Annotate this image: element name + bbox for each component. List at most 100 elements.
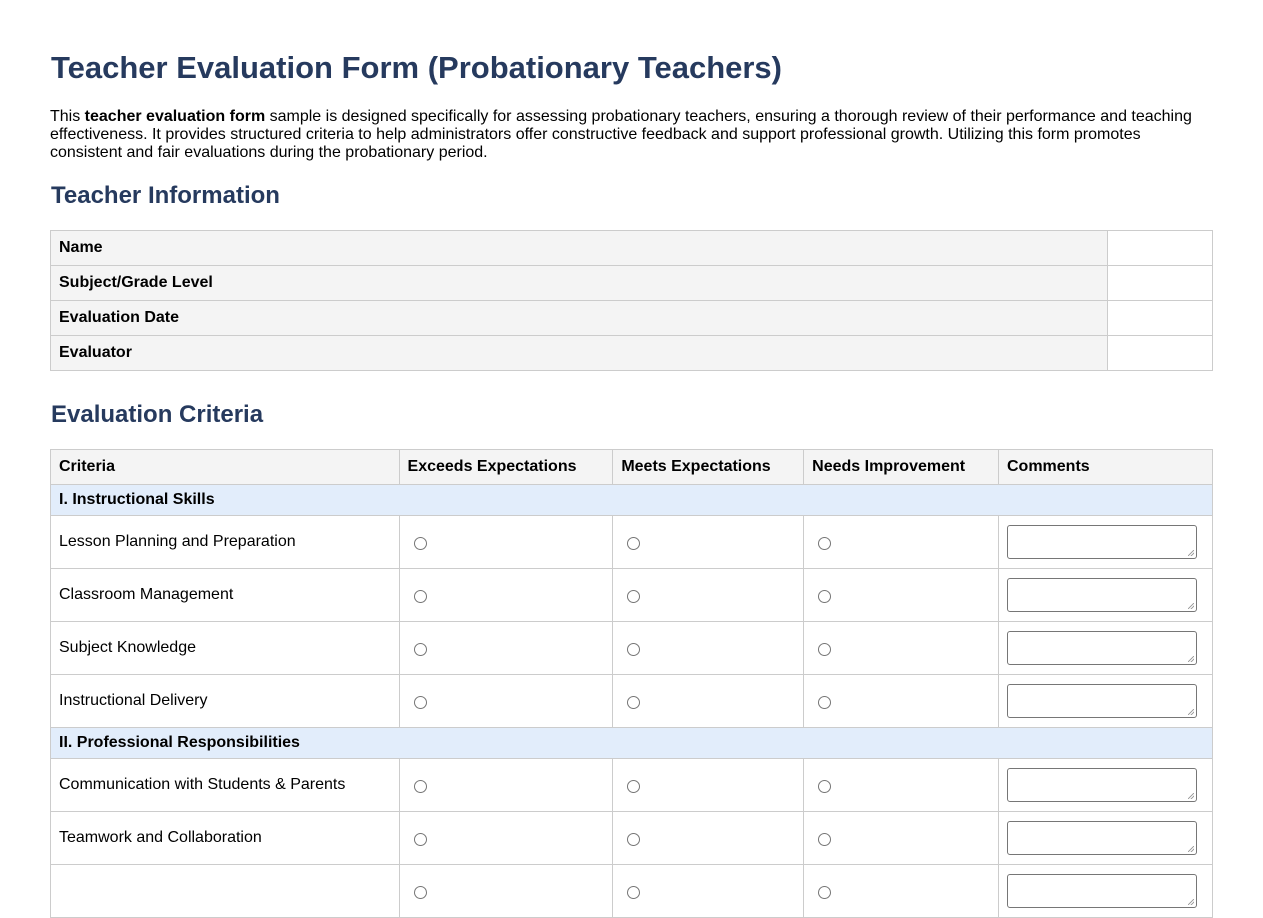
info-value-cell[interactable] xyxy=(1107,230,1213,266)
criteria-table: Criteria Exceeds Expectations Meets Expect… xyxy=(50,449,1214,918)
rating-cell xyxy=(803,811,999,865)
evaluation-criteria-heading: Evaluation Criteria xyxy=(51,401,264,428)
teacher-info-table: Name Subject/Grade Level Evaluation Date Ev… xyxy=(50,230,1213,371)
comments-cell xyxy=(997,758,1214,812)
comments-cell xyxy=(997,674,1214,728)
column-header: Meets Expectations xyxy=(612,449,805,485)
rating-cell xyxy=(612,568,805,622)
rating-cell xyxy=(803,674,999,728)
info-value-cell[interactable] xyxy=(1107,300,1213,336)
criteria-header-row: Criteria Exceeds Expectations Meets Expect… xyxy=(50,449,1214,485)
needs-improvement-radio[interactable] xyxy=(818,886,832,900)
comments-textarea[interactable] xyxy=(1006,525,1197,559)
comments-textarea[interactable] xyxy=(1006,631,1197,665)
criteria-row xyxy=(50,864,1214,918)
info-label: Evaluator xyxy=(50,335,1108,371)
comments-cell xyxy=(997,811,1214,865)
rating-cell xyxy=(612,811,805,865)
criteria-label: Classroom Management xyxy=(50,568,400,622)
needs-improvement-radio[interactable] xyxy=(818,643,832,657)
intro-bold: teacher evaluation form xyxy=(84,108,266,125)
comments-textarea[interactable] xyxy=(1006,578,1197,612)
meets-radio[interactable] xyxy=(627,833,641,847)
comments-textarea[interactable] xyxy=(1006,821,1197,855)
exceeds-radio[interactable] xyxy=(413,886,427,900)
needs-improvement-radio[interactable] xyxy=(818,696,832,710)
comments-cell xyxy=(997,621,1214,675)
rating-cell xyxy=(398,674,614,728)
rating-cell xyxy=(612,674,805,728)
info-row: Evaluator xyxy=(50,335,1213,371)
section-title: II. Professional Responsibilities xyxy=(50,727,1213,759)
rating-cell xyxy=(398,515,614,569)
needs-improvement-radio[interactable] xyxy=(818,833,832,847)
criteria-label: Lesson Planning and Preparation xyxy=(50,515,400,569)
comments-textarea[interactable] xyxy=(1006,684,1197,718)
section-row: I. Instructional Skills xyxy=(50,484,1213,516)
criteria-row: Subject Knowledge xyxy=(50,621,1214,675)
needs-improvement-radio[interactable] xyxy=(818,590,832,604)
info-row: Name xyxy=(50,230,1213,266)
comments-cell xyxy=(997,864,1214,918)
intro-text: This xyxy=(50,108,85,125)
column-header: Criteria xyxy=(50,449,400,485)
section-title: I. Instructional Skills xyxy=(50,484,1213,516)
intro-text-rest: sample is designed specifically for asse… xyxy=(50,108,1192,161)
criteria-label: Instructional Delivery xyxy=(50,674,400,728)
page-title: Teacher Evaluation Form (Probationary Te… xyxy=(51,50,782,85)
rating-cell xyxy=(803,515,999,569)
meets-radio[interactable] xyxy=(627,537,641,551)
rating-cell xyxy=(803,621,999,675)
rating-cell xyxy=(398,568,614,622)
column-header: Comments xyxy=(997,449,1214,485)
criteria-label: Subject Knowledge xyxy=(50,621,400,675)
meets-radio[interactable] xyxy=(627,643,641,657)
criteria-row: Communication with Students & Parents xyxy=(50,758,1214,812)
info-row: Evaluation Date xyxy=(50,300,1213,336)
rating-cell xyxy=(398,758,614,812)
rating-cell xyxy=(803,864,999,918)
rating-cell xyxy=(398,864,614,918)
criteria-row: Teamwork and Collaboration xyxy=(50,811,1214,865)
comments-cell xyxy=(997,568,1214,622)
exceeds-radio[interactable] xyxy=(413,696,427,710)
info-label: Subject/Grade Level xyxy=(50,265,1108,301)
criteria-label xyxy=(50,864,400,918)
rating-cell xyxy=(398,621,614,675)
rating-cell xyxy=(803,568,999,622)
criteria-row: Lesson Planning and Preparation xyxy=(50,515,1214,569)
teacher-info-heading: Teacher Information xyxy=(51,182,280,209)
comments-cell xyxy=(997,515,1214,569)
exceeds-radio[interactable] xyxy=(413,643,427,657)
exceeds-radio[interactable] xyxy=(413,780,427,794)
column-header: Needs Improvement xyxy=(803,449,999,485)
info-label: Evaluation Date xyxy=(50,300,1108,336)
info-value-cell[interactable] xyxy=(1107,265,1213,301)
exceeds-radio[interactable] xyxy=(413,537,427,551)
needs-improvement-radio[interactable] xyxy=(818,537,832,551)
info-label: Name xyxy=(50,230,1108,266)
comments-textarea[interactable] xyxy=(1006,874,1197,908)
rating-cell xyxy=(398,811,614,865)
section-row: II. Professional Responsibilities xyxy=(50,727,1213,759)
criteria-row: Instructional Delivery xyxy=(50,674,1214,728)
rating-cell xyxy=(612,864,805,918)
exceeds-radio[interactable] xyxy=(413,590,427,604)
criteria-row: Classroom Management xyxy=(50,568,1214,622)
meets-radio[interactable] xyxy=(627,696,641,710)
intro-paragraph: This teacher evaluation form sample is d… xyxy=(50,108,1213,162)
needs-improvement-radio[interactable] xyxy=(818,780,832,794)
meets-radio[interactable] xyxy=(627,590,641,604)
criteria-label: Teamwork and Collaboration xyxy=(50,811,400,865)
column-header: Exceeds Expectations xyxy=(398,449,614,485)
info-value-cell[interactable] xyxy=(1107,335,1213,371)
info-row: Subject/Grade Level xyxy=(50,265,1213,301)
criteria-label: Communication with Students & Parents xyxy=(50,758,400,812)
rating-cell xyxy=(612,758,805,812)
exceeds-radio[interactable] xyxy=(413,833,427,847)
meets-radio[interactable] xyxy=(627,780,641,794)
rating-cell xyxy=(612,621,805,675)
meets-radio[interactable] xyxy=(627,886,641,900)
comments-textarea[interactable] xyxy=(1006,768,1197,802)
rating-cell xyxy=(612,515,805,569)
